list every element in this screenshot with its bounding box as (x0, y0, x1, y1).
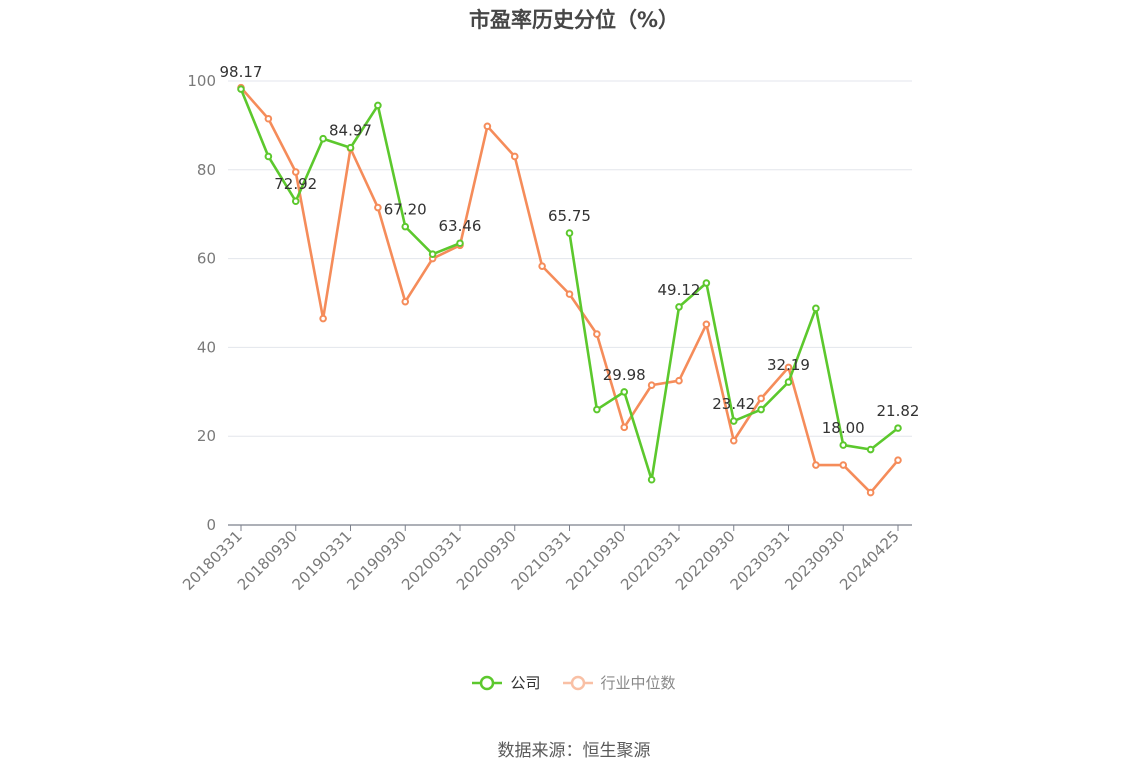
data-point (428, 250, 437, 258)
data-point (729, 436, 738, 445)
data-point (675, 303, 683, 311)
data-point (866, 488, 875, 497)
data-point (319, 134, 327, 143)
data-point (264, 152, 273, 161)
legend-item-company[interactable]: 公司 (472, 672, 541, 693)
data-point (510, 152, 519, 161)
data-point (757, 394, 765, 403)
data-point (291, 197, 300, 206)
data-point (729, 417, 738, 425)
data-point (620, 423, 629, 432)
data-point (647, 475, 656, 484)
axes: 0204060801002018033120180930201903312019… (179, 72, 912, 594)
data-point (374, 203, 382, 212)
series-line (239, 88, 461, 256)
data-label: 65.75 (548, 207, 591, 225)
data-label: 98.17 (220, 63, 263, 81)
data-label: 63.46 (439, 217, 482, 235)
gridlines (228, 80, 912, 437)
x-tick-label: 20240425 (836, 527, 903, 594)
y-tick-label: 20 (197, 427, 216, 445)
series-line (240, 86, 899, 494)
data-point (264, 114, 273, 123)
legend-label: 行业中位数 (600, 674, 676, 692)
data-label: 49.12 (658, 281, 701, 299)
data-label: 84.97 (329, 122, 372, 140)
legend-item-industry-median[interactable]: 行业中位数 (562, 672, 676, 693)
data-point (593, 405, 601, 414)
data-point (675, 376, 683, 385)
data-label: 32.19 (767, 356, 810, 374)
data-point (784, 378, 793, 386)
data-point (894, 424, 902, 432)
y-tick-label: 100 (187, 72, 216, 90)
y-tick-label: 40 (197, 338, 216, 356)
data-point (757, 405, 765, 414)
data-point (839, 441, 848, 449)
data-point (374, 101, 382, 110)
y-tick-label: 80 (197, 161, 216, 179)
data-point (319, 314, 327, 323)
data-label: 21.82 (877, 402, 920, 420)
data-point (538, 262, 546, 270)
chart-title: 市盈率历史分位（%） (468, 8, 680, 32)
legend-marker-icon (472, 675, 503, 690)
series (237, 83, 902, 497)
data-point (894, 456, 902, 464)
data-point (812, 304, 820, 313)
data-point (620, 388, 629, 396)
data-point (647, 381, 656, 389)
y-tick-label: 0 (206, 516, 216, 534)
data-point (401, 297, 410, 306)
data-point (456, 239, 464, 248)
data-point (784, 363, 793, 372)
data-point (593, 330, 601, 338)
data-label: 67.20 (384, 201, 427, 219)
legend: 公司 行业中位数 (0, 672, 1148, 693)
data-point (291, 168, 300, 176)
data-point (812, 461, 820, 469)
data-point (237, 85, 245, 93)
data-point (483, 122, 492, 131)
data-point (401, 222, 410, 231)
data-point (866, 445, 875, 454)
legend-label: 公司 (510, 674, 541, 692)
data-label: 29.98 (603, 366, 646, 384)
data-label: 23.42 (712, 395, 755, 413)
data-point (839, 461, 848, 469)
data-point (346, 143, 355, 152)
data-point (565, 229, 574, 237)
data-point (702, 320, 711, 329)
data-label: 72.92 (274, 175, 317, 193)
y-tick-label: 60 (197, 250, 216, 268)
data-labels: 98.17 72.92 84.97 67.20 63.46 65.75 29.98 49.12… (220, 63, 920, 437)
data-label: 18.00 (822, 419, 865, 437)
data-point (702, 279, 711, 287)
source-note: 数据来源：恒生聚源 (497, 741, 651, 761)
data-point (565, 290, 574, 298)
legend-marker-icon (562, 675, 593, 690)
